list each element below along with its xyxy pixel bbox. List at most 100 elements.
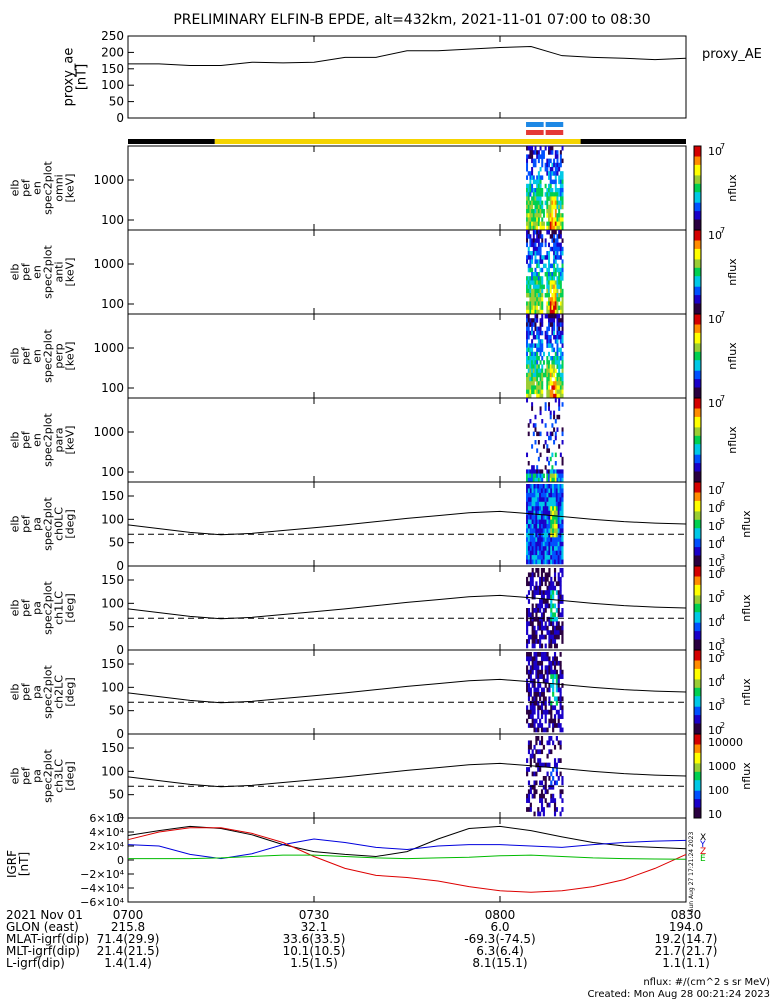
spectrogram-cell (544, 510, 547, 516)
spectrogram-cell (541, 393, 544, 399)
spectrogram-cell (536, 225, 539, 231)
spectrogram-cell (539, 643, 542, 649)
spectrogram-cell (561, 343, 564, 348)
spectrogram-cell (534, 469, 537, 474)
colorbar-swatch (694, 435, 701, 439)
spectrogram-cell (527, 343, 530, 348)
spectrogram-cell (527, 230, 530, 235)
spectrogram-cell (540, 616, 544, 622)
colorbar-swatch (694, 437, 701, 441)
spectrogram-cell (548, 314, 551, 319)
spectrogram-cell (532, 150, 535, 155)
y-axis-label: para (53, 428, 66, 453)
spectrogram-cell (541, 293, 544, 298)
colorbar-tick-exp: 6 (720, 499, 725, 508)
spectrogram-cell (527, 510, 531, 516)
spectrogram-cell (548, 776, 551, 781)
spectrogram-cell (558, 284, 561, 290)
spectrogram-cell (527, 284, 530, 290)
spectrogram-cell (555, 608, 558, 613)
spectrogram-cell (539, 221, 542, 227)
spectrogram-cell (539, 213, 542, 218)
y-axis-label: elb (9, 180, 22, 197)
spectrogram-cell (532, 364, 535, 369)
spectrogram-cell (537, 473, 540, 479)
colorbar-swatch (694, 442, 701, 445)
spectrogram-cell (558, 255, 561, 260)
spectrogram-cell (542, 709, 545, 715)
spectrogram-cell (531, 634, 534, 640)
spectrogram-cell (532, 330, 535, 336)
spectrogram-cell (539, 360, 542, 365)
spectrogram-cell (549, 175, 552, 180)
ephemeris-value: 1.5(1.5) (290, 956, 338, 970)
spectrogram-cell (548, 477, 551, 483)
spectrogram-cell (541, 372, 544, 378)
y-axis-label: [keV] (64, 258, 77, 287)
spectrogram-cell (526, 771, 529, 777)
spectrogram-cell (553, 288, 556, 294)
spectrogram-cell (548, 305, 551, 311)
colorbar-swatch (694, 614, 701, 617)
loss-cone-line (127, 510, 687, 536)
spectrogram-cell (540, 798, 544, 803)
spectrogram-cell (540, 501, 544, 507)
spectrogram-cell (527, 652, 531, 657)
spectrogram-cell (552, 581, 555, 587)
spectrogram-cell (552, 625, 555, 631)
spectrogram-cell (531, 519, 534, 525)
spectrogram-cell (555, 678, 558, 684)
spectrogram-cell (559, 665, 562, 671)
spectrogram-cell (529, 789, 532, 795)
spectrogram-cell (561, 484, 564, 489)
spectrogram-cell (561, 318, 564, 323)
spectrogram-cell (540, 546, 544, 551)
spectrogram-cell (533, 528, 536, 534)
spectrogram-cell (561, 272, 564, 277)
spectrogram-cell (533, 590, 536, 595)
spectrogram-cell (527, 267, 530, 273)
spectrogram-cell (556, 284, 559, 290)
spectrogram-cell (556, 385, 559, 390)
spectrogram-cell (533, 718, 536, 724)
spectrogram-cell (548, 406, 551, 411)
spectrogram-cell (544, 532, 547, 538)
spectrogram-cell (527, 293, 530, 298)
spectrogram-cell (529, 146, 532, 151)
spectrogram-cell (544, 406, 547, 411)
colorbar-swatch (694, 278, 701, 281)
spectrogram-cell (551, 465, 554, 470)
colorbar-swatch (694, 244, 701, 248)
spectrogram-cell (527, 200, 530, 206)
y-tick-label: 0 (116, 811, 124, 825)
spectrogram-cell (527, 669, 531, 675)
spectrogram-cell (531, 326, 534, 332)
spectrogram-cell (536, 385, 539, 390)
colorbar-swatch (694, 234, 701, 237)
spectrogram-cell (542, 687, 545, 693)
spectrogram-cell (531, 608, 534, 613)
colorbar-swatch (694, 551, 701, 554)
spectrogram-cell (549, 318, 552, 323)
spectrogram-cell (534, 364, 537, 369)
spectrogram-cell (548, 343, 551, 348)
spectrogram-cell (527, 347, 530, 353)
spectrogram-cell (552, 559, 555, 565)
y-axis-label: pef (20, 766, 33, 785)
spectrogram-cell (529, 280, 532, 285)
spectrogram-cell (548, 297, 551, 302)
spectrogram-cell (550, 559, 553, 565)
spectrogram-cell (550, 524, 553, 529)
spectrogram-cell (544, 665, 547, 671)
spectrogram-cell (544, 656, 547, 662)
spectrogram-cell (548, 524, 551, 529)
colorbar-swatch (694, 433, 701, 437)
spectrogram-cell (556, 339, 559, 344)
spectrogram-cell (561, 309, 564, 315)
colorbar-swatch (694, 513, 701, 517)
colorbar-swatch (694, 679, 701, 682)
spectrogram-cell (526, 335, 529, 340)
spectrogram-cell (540, 723, 544, 728)
spectrogram-cell (539, 385, 542, 390)
colorbar-swatch (694, 385, 701, 388)
